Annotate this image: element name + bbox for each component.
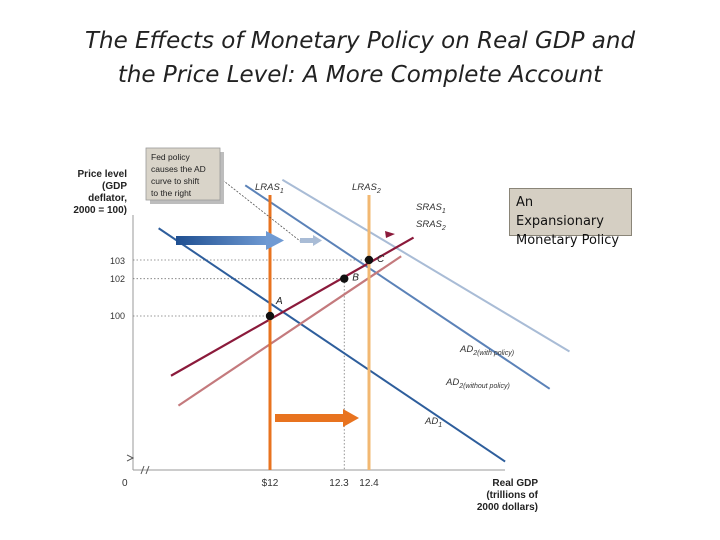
point-b: [340, 274, 349, 283]
ad-shift-arrow: [176, 231, 284, 250]
axis-break-icon: [126, 454, 150, 475]
label-lras2: LRAS2: [352, 182, 381, 195]
y-axis-label-line-4: 2000 = 100): [73, 205, 127, 216]
slide-title-line-2: the Price Level: A More Complete Account: [117, 62, 603, 88]
lras-shift-arrow: [275, 409, 359, 427]
curve-ad2-without-policy: [244, 184, 551, 390]
label-ad2-with-policy: AD2(with policy): [459, 344, 514, 357]
point-label-c: C: [377, 254, 385, 265]
y-tick-102: 102: [110, 274, 125, 284]
x-axis-label-line-2: (trillions of: [486, 490, 538, 501]
point-a: [265, 311, 275, 321]
point-label-a: A: [275, 296, 283, 307]
curve-ad2-with-policy: [281, 178, 570, 353]
note-line-2: Monetary Policy: [516, 233, 620, 248]
slide-title: The Effects of Monetary Policy on Real G…: [0, 24, 720, 92]
x-tick-12-4: 12.4: [359, 478, 379, 489]
equilibrium-points: A B C: [265, 254, 385, 321]
y-axis-label-line-3: deflator,: [88, 193, 127, 204]
y-axis-label: Price level (GDP deflator, 2000 = 100): [73, 169, 127, 216]
slide-title-line-1: The Effects of Monetary Policy on Real G…: [84, 28, 636, 54]
callout-leader-line: [219, 177, 301, 242]
label-ad1: AD1: [424, 416, 442, 429]
x-tick-12-3: 12.3: [329, 478, 349, 489]
curve-ad1: [158, 227, 506, 463]
x-axis-label: Real GDP (trillions of 2000 dollars): [477, 478, 539, 513]
curve-labels: LRAS1 LRAS2 SRAS1 SRAS2 AD1 AD2(without …: [255, 182, 514, 429]
origin-label: 0: [122, 478, 128, 489]
point-c: [364, 255, 374, 265]
expansionary-policy-note: An Expansionary Monetary Policy: [509, 188, 632, 248]
callout-line-2: causes the AD: [151, 164, 206, 174]
x-axis-label-line-3: 2000 dollars): [477, 502, 538, 513]
y-tick-100: 100: [110, 311, 125, 321]
sras-shift-arrowhead: [385, 231, 395, 238]
label-sras2: SRAS2: [416, 219, 446, 232]
dotted-guide-lines: [133, 259, 369, 470]
label-sras1: SRAS1: [416, 202, 446, 215]
point-label-b: B: [352, 273, 359, 284]
x-axis-label-line-1: Real GDP: [492, 478, 538, 489]
callout-text: Fed policy causes the AD curve to shift …: [151, 152, 206, 198]
callout-line-3: curve to shift: [151, 176, 200, 186]
y-tick-103: 103: [110, 256, 125, 266]
ad-shift-arrow-small: [300, 235, 322, 246]
label-lras1: LRAS1: [255, 182, 284, 195]
y-axis-label-line-2: (GDP: [102, 181, 127, 192]
y-axis-label-line-1: Price level: [78, 169, 128, 180]
x-tick-12: $12: [262, 478, 279, 489]
callout-box: [145, 147, 221, 201]
note-line-1: An Expansionary: [516, 195, 604, 229]
callout-line-1: Fed policy: [151, 152, 190, 162]
curves: [158, 178, 570, 470]
label-ad2-without-policy: AD2(without policy): [445, 377, 510, 390]
curve-sras2: [177, 255, 402, 407]
callout-line-4: to the right: [151, 188, 192, 198]
